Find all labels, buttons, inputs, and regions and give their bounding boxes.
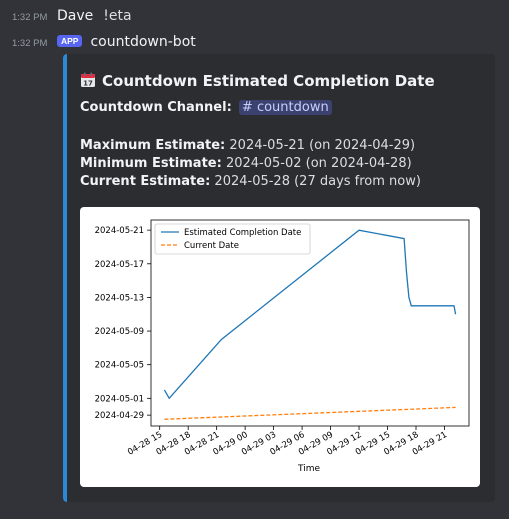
message-author[interactable]: Dave xyxy=(57,8,94,24)
estimate-chart: 2024-04-29 2024-05-01 2024-05-05 2024-05-09… xyxy=(95,219,470,474)
legend-label-current: Current Date xyxy=(184,241,239,251)
maximum-estimate-value: 2024-05-21 (on 2024-04-29) xyxy=(229,138,416,153)
message-text: !eta xyxy=(103,8,132,24)
message-author[interactable]: countdown-bot xyxy=(90,34,196,50)
legend-label-estimated: Estimated Completion Date xyxy=(184,228,301,238)
embed-title: 17 Countdown Estimated Completion Date xyxy=(80,72,435,90)
legend-box xyxy=(154,223,311,255)
current-estimate-value: 2024-05-28 (27 days from now) xyxy=(214,174,421,189)
y-tick-label: 2024-05-13 xyxy=(95,293,144,303)
y-tick-label: 2024-05-05 xyxy=(95,361,144,371)
minimum-estimate-label: Minimum Estimate: xyxy=(80,156,222,171)
embed-accent-bar xyxy=(63,54,67,502)
current-estimate-line: Current Estimate: 2024-05-28 (27 days fr… xyxy=(80,174,421,189)
y-tick-label: 2024-05-01 xyxy=(95,394,144,404)
current-date-line xyxy=(164,406,456,420)
estimated-completion-line xyxy=(163,229,457,400)
minimum-estimate-line: Minimum Estimate: 2024-05-02 (on 2024-04… xyxy=(80,156,412,171)
svg-text:17: 17 xyxy=(83,80,93,88)
legend: Estimated Completion Date Current Date xyxy=(154,223,311,255)
maximum-estimate-label: Maximum Estimate: xyxy=(80,138,226,153)
embed-title-text: Countdown Estimated Completion Date xyxy=(102,72,435,90)
current-estimate-label: Current Estimate: xyxy=(80,174,211,189)
channel-mention[interactable]: # countdown xyxy=(238,100,332,115)
app-badge: APP xyxy=(57,35,83,47)
estimate-chart-image[interactable]: 2024-04-29 2024-05-01 2024-05-05 2024-05-09… xyxy=(80,207,480,487)
message-bot: 1:32 PM APP countdown-bot xyxy=(0,34,196,50)
y-tick-label: 2024-05-17 xyxy=(95,260,144,270)
message-dave: 1:32 PM Dave !eta xyxy=(0,8,132,24)
y-tick-label: 2024-05-09 xyxy=(95,327,144,337)
y-tick-label: 2024-05-21 xyxy=(95,226,144,236)
minimum-estimate-value: 2024-05-02 (on 2024-04-28) xyxy=(225,156,412,171)
maximum-estimate-line: Maximum Estimate: 2024-05-21 (on 2024-04… xyxy=(80,138,415,153)
message-timestamp: 1:32 PM xyxy=(12,12,48,23)
bot-embed: 17 Countdown Estimated Completion Date C… xyxy=(63,54,495,502)
message-timestamp: 1:32 PM xyxy=(12,38,48,49)
plot-frame xyxy=(150,219,470,427)
y-tick-label: 2024-04-29 xyxy=(95,411,144,421)
calendar-icon: 17 xyxy=(81,72,95,88)
x-axis-label: Time xyxy=(297,464,320,474)
channel-line: Countdown Channel: # countdown xyxy=(80,100,332,115)
channel-label: Countdown Channel: xyxy=(80,100,232,115)
